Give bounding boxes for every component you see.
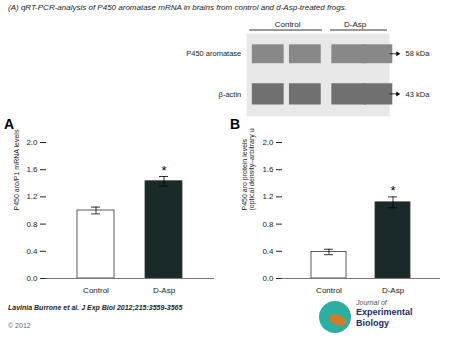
svg-text:1.6: 1.6 [26,165,38,174]
svg-text:Control: Control [275,20,301,29]
svg-text:D-Asp: D-Asp [382,286,405,295]
html-text:B: B [230,116,241,132]
html-text:A: A [4,116,15,132]
svg-text:*: * [161,163,166,178]
svg-text:1.2: 1.2 [262,192,274,201]
svg-text:P450 aro/P1 mRNA levels: P450 aro/P1 mRNA levels [13,129,20,210]
html-text:(A) qRT-PCR-analysis of P450 a: (A) qRT-PCR-analysis of P450 aromatase m… [8,3,347,12]
svg-text:D-Asp: D-Asp [153,286,176,295]
svg-text:2.0: 2.0 [262,138,274,147]
svg-text:0.8: 0.8 [26,220,38,229]
svg-text:0.8: 0.8 [262,220,274,229]
svg-text:Control: Control [316,286,342,295]
html-text:© 2012: © 2012 [8,322,31,329]
html-text:Lavinia Burrone et al. J Exp B: Lavinia Burrone et al. J Exp Biol 2012;2… [8,304,183,311]
svg-text:43 kDa: 43 kDa [406,90,431,99]
svg-text:1.2: 1.2 [26,192,38,201]
svg-text:Control: Control [83,286,109,295]
svg-text:P450 aromatase: P450 aromatase [186,49,241,58]
svg-text:2.0: 2.0 [26,138,38,147]
svg-text:P450 aro protein levels(optica: P450 aro protein levels(optical density–… [241,128,256,211]
html-text:Experimental: Experimental [356,307,413,317]
svg-text:β-actin: β-actin [219,90,242,99]
svg-text:0.0: 0.0 [26,274,38,283]
svg-text:0.4: 0.4 [26,247,38,256]
svg-text:1.6: 1.6 [262,165,274,174]
svg-text:0.4: 0.4 [262,247,274,256]
svg-text:58 kDa: 58 kDa [406,49,431,58]
svg-text:*: * [390,183,395,198]
html-text:Journal of: Journal of [356,299,387,306]
svg-text:0.0: 0.0 [262,274,274,283]
html-text:Biology: Biology [356,318,389,328]
svg-text:D-Asp: D-Asp [344,20,367,29]
